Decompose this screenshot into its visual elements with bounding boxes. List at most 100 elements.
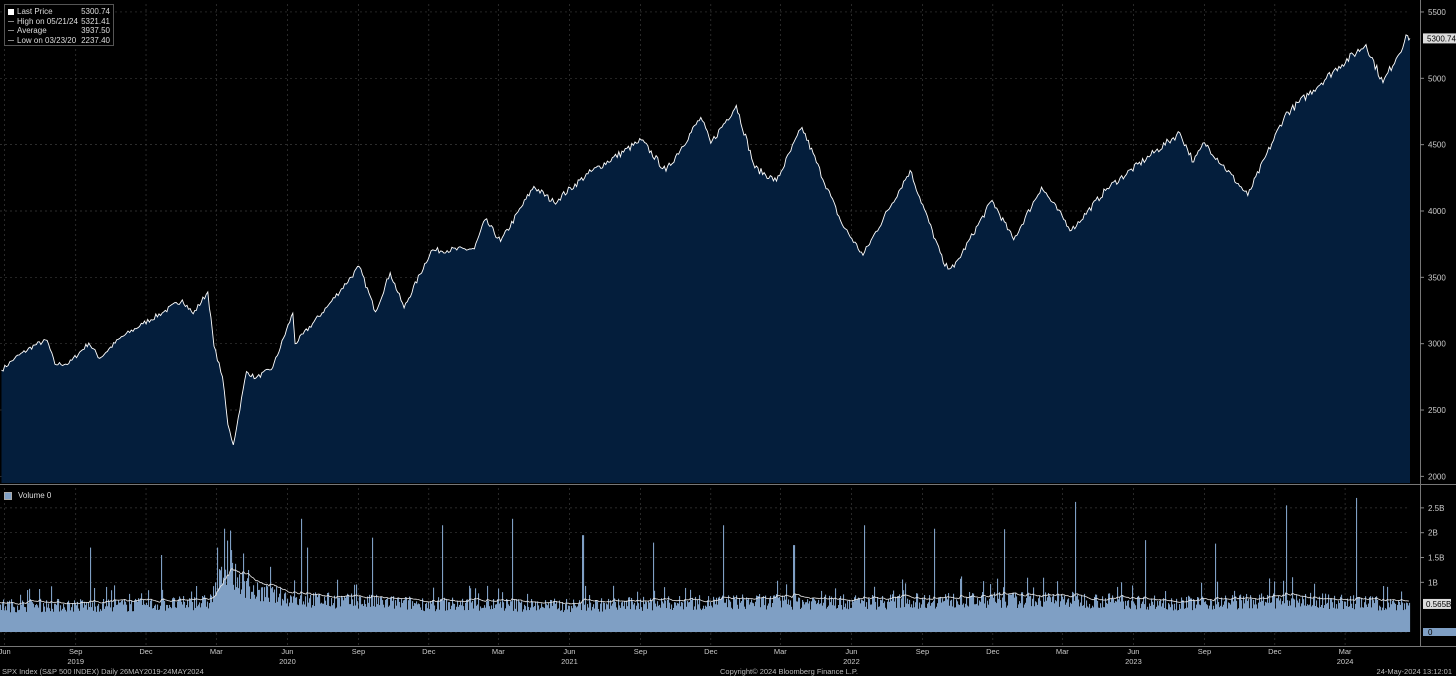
volume-bar — [605, 609, 607, 632]
volume-bar — [684, 600, 686, 632]
volume-bar — [40, 598, 42, 632]
volume-bar — [714, 599, 716, 632]
volume-bar — [1189, 596, 1191, 632]
volume-bar — [212, 602, 214, 632]
volume-bar — [984, 603, 986, 632]
volume-bar — [878, 606, 880, 632]
volume-bar — [1118, 599, 1120, 632]
volume-bar — [161, 555, 163, 632]
volume-bar — [364, 599, 366, 632]
volume-bar — [1230, 604, 1232, 632]
volume-bar — [103, 598, 105, 632]
volume-bar — [368, 602, 370, 632]
volume-bar — [4, 610, 6, 632]
volume-bar — [824, 596, 826, 632]
volume-bar — [1391, 604, 1393, 632]
volume-bar — [1101, 607, 1103, 632]
volume-bar — [87, 609, 89, 632]
volume-bar — [406, 597, 408, 632]
volume-bar — [469, 585, 471, 632]
volume-bar — [333, 603, 335, 632]
volume-bar — [1248, 599, 1250, 632]
volume-bar — [907, 598, 909, 632]
volume-bar — [1000, 600, 1002, 632]
volume-bar — [734, 597, 736, 632]
volume-bar — [386, 598, 388, 632]
x-year-label-2019: 2019 — [67, 657, 84, 666]
volume-bar — [26, 611, 28, 632]
volume-bar — [468, 610, 470, 632]
volume-bar — [7, 601, 9, 632]
volume-bar — [567, 609, 569, 632]
volume-bar — [337, 579, 339, 632]
volume-bar — [523, 609, 525, 632]
volume-bar — [829, 595, 831, 632]
volume-bar — [1367, 606, 1369, 632]
volume-bar — [321, 602, 323, 632]
volume-bar — [806, 602, 808, 632]
volume-bar — [319, 594, 321, 632]
volume-bar — [687, 600, 689, 632]
volume-bar — [154, 605, 156, 632]
volume-bar — [807, 599, 809, 632]
volume-bar — [6, 610, 8, 632]
volume-bar — [560, 610, 562, 632]
x-tick-label-2021-03-01: Mar — [492, 647, 505, 656]
volume-bar — [827, 607, 829, 632]
volume-bar — [307, 547, 309, 632]
volume-bar — [964, 607, 966, 632]
volume-bar — [479, 610, 481, 632]
volume-bar — [1070, 602, 1072, 632]
volume-bar — [222, 583, 224, 632]
volume-bar — [1015, 592, 1017, 632]
volume-bar — [450, 609, 452, 632]
volume-bar — [831, 596, 833, 632]
volume-bar — [618, 598, 620, 632]
volume-bar — [366, 606, 368, 632]
volume-moving-average — [0, 567, 1409, 605]
volume-bar — [551, 600, 553, 632]
volume-bar — [1166, 609, 1168, 632]
x-tick-label-2020-06-01: Jun — [281, 647, 293, 656]
volume-bar — [1400, 604, 1402, 632]
volume-bar — [979, 600, 981, 632]
volume-bar — [1170, 607, 1172, 632]
volume-bar — [788, 599, 790, 632]
volume-bar — [1316, 600, 1318, 632]
volume-bar — [90, 547, 92, 632]
volume-bar — [1326, 603, 1328, 632]
volume-bar — [462, 598, 464, 632]
volume-bar — [639, 609, 641, 632]
volume-bar — [1241, 600, 1243, 632]
volume-bar — [649, 602, 651, 632]
volume-bar — [1200, 605, 1202, 632]
average-label: Average — [17, 26, 47, 36]
volume-bar — [817, 602, 819, 632]
volume-bar — [1239, 595, 1241, 632]
volume-bar — [896, 607, 898, 632]
volume-bar — [184, 601, 186, 632]
volume-bar — [1405, 609, 1407, 632]
volume-bar — [594, 608, 596, 632]
volume-bar — [986, 607, 988, 632]
volume-bar — [744, 606, 746, 632]
volume-bar — [278, 597, 280, 632]
volume-bar — [1037, 604, 1039, 632]
volume-bar — [1361, 598, 1363, 632]
volume-bar — [45, 611, 47, 632]
volume-bar — [49, 608, 51, 632]
volume-bar — [988, 604, 990, 632]
volume-bar — [897, 596, 899, 632]
volume-bar — [385, 599, 387, 632]
volume-bar — [1043, 577, 1045, 632]
volume-bar — [559, 600, 561, 632]
volume-bar — [1187, 607, 1189, 632]
volume-bar — [363, 605, 365, 632]
volume-bar — [1217, 581, 1219, 632]
volume-bar — [952, 606, 954, 632]
volume-bar — [1190, 598, 1192, 632]
volume-bar — [616, 607, 618, 632]
volume-bar — [757, 596, 759, 632]
volume-bar — [825, 594, 827, 632]
